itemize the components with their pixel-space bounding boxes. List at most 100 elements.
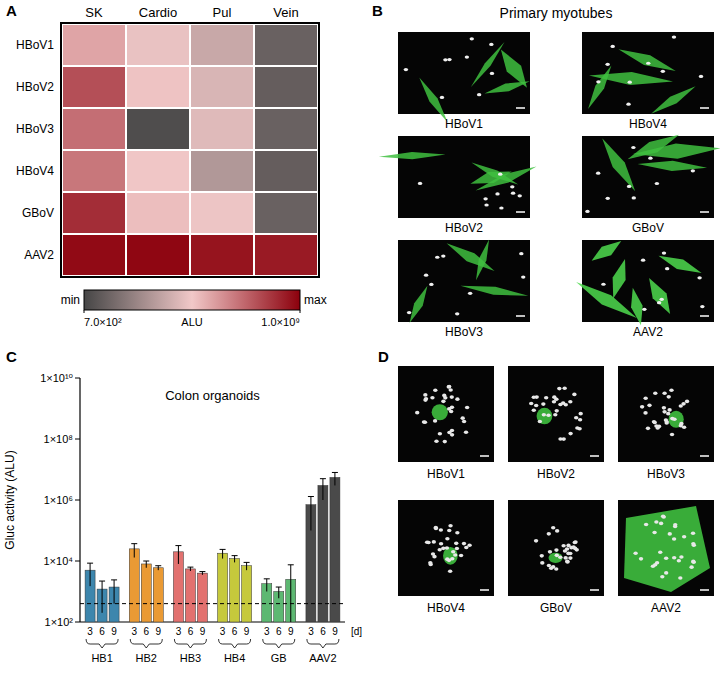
nucleus <box>429 283 433 286</box>
bar <box>242 566 252 622</box>
nucleus <box>646 62 650 65</box>
nucleus <box>666 412 670 416</box>
heat-cell <box>254 234 318 276</box>
bar <box>153 568 163 622</box>
nucleus <box>669 388 673 392</box>
y-tick <box>75 622 80 623</box>
heat-cell <box>190 192 254 234</box>
nucleus <box>455 531 459 535</box>
nucleus <box>465 55 469 58</box>
nucleus <box>448 524 452 528</box>
heat-cell <box>190 66 254 108</box>
scale-bar <box>516 107 525 109</box>
nucleus <box>407 311 411 314</box>
micrograph <box>508 500 604 596</box>
nucleus <box>558 555 562 559</box>
error-bar <box>175 546 181 564</box>
scale-bar <box>700 455 709 457</box>
nucleus <box>639 557 643 561</box>
nucleus <box>700 305 704 308</box>
nucleus <box>643 396 647 400</box>
scale-bar <box>590 589 599 591</box>
nucleus <box>661 514 665 518</box>
micrograph <box>618 366 714 462</box>
cell-signal <box>651 86 695 114</box>
column-label: Vein <box>273 5 298 20</box>
nucleus <box>423 393 427 397</box>
nucleus <box>499 206 503 209</box>
nucleus <box>662 410 666 414</box>
y-tick-label: 1×10⁶ <box>44 494 73 506</box>
error-bar <box>155 566 161 570</box>
colorbar-label: ALU <box>181 316 202 328</box>
cell-signal <box>638 161 708 171</box>
y-axis-label: Gluc activity (ALU) <box>3 450 17 549</box>
nucleus <box>665 267 669 270</box>
nucleus <box>677 559 681 563</box>
nucleus <box>662 251 666 254</box>
heat-cell <box>62 108 126 150</box>
nucleus <box>547 532 551 536</box>
bar <box>230 559 240 622</box>
nucleus <box>668 532 672 536</box>
group-label: AAV2 <box>309 652 336 664</box>
error-bar <box>276 587 282 598</box>
nucleus <box>465 406 469 410</box>
error-bar <box>332 472 338 485</box>
nucleus <box>431 552 435 556</box>
day-label: 6 <box>99 626 105 637</box>
heat-cell <box>62 66 126 108</box>
day-label: 6 <box>188 626 194 637</box>
cell-signal <box>588 65 611 109</box>
nucleus <box>495 192 499 195</box>
cell-signal <box>419 78 447 123</box>
nucleus <box>470 37 474 40</box>
image-label: GBoV <box>632 221 664 235</box>
image-label: HBoV1 <box>427 467 465 481</box>
micrograph <box>582 32 714 114</box>
heat-cell <box>62 24 126 66</box>
nucleus <box>563 556 567 560</box>
nucleus <box>519 252 523 255</box>
error-bar <box>308 497 314 531</box>
group-brace <box>130 639 162 648</box>
nucleus <box>553 413 557 417</box>
figure: ASKCardioPulVeinHBoV1HBoV2HBoV3HBoV4GBoV… <box>0 0 724 686</box>
nucleus <box>561 401 565 405</box>
day-label: 3 <box>264 626 270 637</box>
heat-cell <box>126 150 190 192</box>
cell-signal <box>592 241 622 261</box>
scale-bar <box>516 211 525 213</box>
nucleus <box>691 169 695 172</box>
heat-cell <box>126 66 190 108</box>
nucleus <box>555 409 559 413</box>
nucleus <box>454 542 458 546</box>
day-label: 6 <box>143 626 149 637</box>
x-axis <box>80 621 345 622</box>
nucleus <box>654 520 658 524</box>
y-tick <box>75 561 80 562</box>
nucleus <box>459 554 463 558</box>
day-label: 6 <box>320 626 326 637</box>
group-label: HB2 <box>136 652 157 664</box>
heat-cell <box>190 150 254 192</box>
heatmap-frame <box>61 23 319 277</box>
micrograph <box>508 366 604 462</box>
chart-title: Colon organoids <box>165 388 260 403</box>
nucleus <box>438 432 442 436</box>
group-brace <box>307 639 339 648</box>
day-label: 9 <box>244 626 250 637</box>
nucleus <box>575 548 579 552</box>
background-line <box>80 603 345 604</box>
row-label: AAV2 <box>24 248 54 262</box>
error-bar <box>99 581 105 613</box>
bar <box>197 573 207 622</box>
nucleus <box>449 410 453 414</box>
nucleus <box>653 563 657 567</box>
row-label: HBoV3 <box>16 122 54 136</box>
y-tick-label: 1×10¹⁰ <box>40 372 73 384</box>
day-label: 3 <box>131 626 137 637</box>
day-label: 6 <box>276 626 282 637</box>
group-brace <box>174 639 206 648</box>
nucleus <box>578 412 582 416</box>
